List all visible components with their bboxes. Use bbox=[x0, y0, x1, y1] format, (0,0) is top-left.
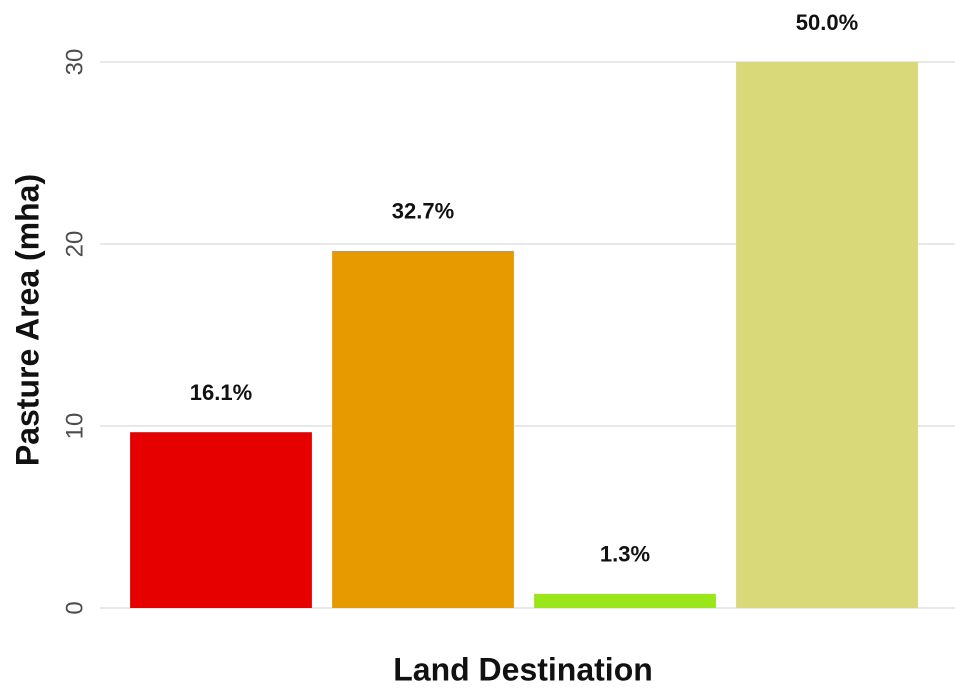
data-label: 1.3% bbox=[600, 542, 650, 567]
data-label: 32.7% bbox=[392, 199, 454, 224]
y-tick-label: 30 bbox=[61, 49, 88, 76]
x-axis-title: Land Destination bbox=[393, 651, 653, 687]
y-axis-title: Pasture Area (mha) bbox=[9, 174, 45, 466]
y-tick-label: 10 bbox=[61, 413, 88, 440]
y-tick-label: 20 bbox=[61, 231, 88, 258]
bar bbox=[332, 250, 514, 608]
data-label: 50.0% bbox=[796, 10, 858, 35]
data-label: 16.1% bbox=[190, 380, 252, 405]
y-tick-label: 0 bbox=[61, 601, 88, 614]
bar bbox=[736, 62, 918, 608]
bar bbox=[130, 432, 312, 608]
bar bbox=[534, 593, 716, 608]
